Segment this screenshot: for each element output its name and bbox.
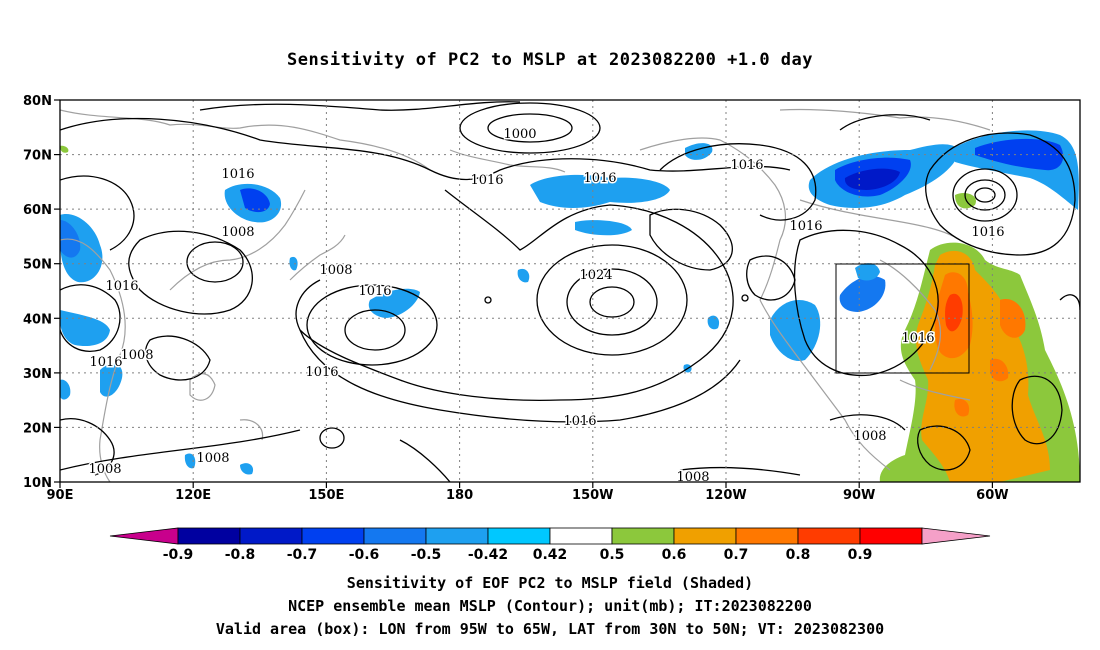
colorbar-tick-label: 0.5 (600, 547, 625, 563)
lat-tick-label: 30N (23, 367, 52, 382)
colorbar-tick-label: -0.8 (225, 547, 256, 563)
colorbar-max-arrow (921, 527, 991, 545)
colorbar-segment (301, 527, 365, 545)
colorbar-tick-label: 0.42 (533, 547, 568, 563)
lon-tick-label: 120W (705, 488, 746, 503)
colorbar-segment (425, 527, 489, 545)
contour-label: 1008 (853, 429, 886, 444)
lon-tick-label: 60W (976, 488, 1008, 503)
latitude-axis: 80N 70N 60N 50N 40N 30N 20N 10N (23, 94, 60, 491)
lat-tick-label: 10N (23, 476, 52, 491)
contour-label: 1016 (583, 171, 616, 186)
colorbar-segment (797, 527, 861, 545)
map-title: Sensitivity of PC2 to MSLP at 2023082200… (286, 50, 813, 70)
contour-label: 1016 (89, 355, 122, 370)
colorbar-tick-label: -0.42 (468, 547, 508, 563)
colorbar-segment (673, 527, 737, 545)
lat-tick-label: 20N (23, 421, 52, 436)
contour-label: 1016 (563, 414, 596, 429)
contour-label: 1008 (676, 470, 709, 485)
contour-label: 1008 (120, 348, 153, 363)
coastlines (60, 108, 991, 482)
colorbar-tick-label: -0.7 (287, 547, 318, 563)
caption-line-3: Valid area (box): LON from 95W to 65W, L… (215, 620, 885, 638)
colorbar-tick-label: 0.9 (848, 547, 873, 563)
mslp-contours (60, 101, 1080, 482)
colorbar: -0.9 -0.8 -0.7 -0.6 -0.5 -0.42 0.42 0.5 0.6 0.7 0.… (109, 527, 991, 563)
colorbar-segment (363, 527, 427, 545)
colorbar-tick-label: -0.9 (163, 547, 194, 563)
lat-tick-label: 50N (23, 258, 52, 273)
caption-line-1: Sensitivity of EOF PC2 to MSLP field (Sh… (346, 574, 754, 592)
contour-label: 1016 (470, 173, 503, 188)
colorbar-segment (735, 527, 799, 545)
lon-tick-label: 120E (175, 488, 211, 503)
contour-label: 1016 (305, 365, 338, 380)
lon-tick-label: 90E (47, 488, 74, 503)
lat-tick-label: 40N (23, 312, 52, 327)
valid-area-box (835, 263, 970, 374)
contour-label: 1016 (901, 331, 934, 346)
contour-label: 1008 (196, 451, 229, 466)
contour-label: 1016 (105, 279, 138, 294)
lon-tick-label: 150E (308, 488, 344, 503)
contour-label: 1000 (503, 127, 536, 142)
lat-tick-label: 60N (23, 203, 52, 218)
contour-label: 1008 (88, 462, 121, 477)
contour-label: 1016 (221, 167, 254, 182)
lon-tick-label: 90W (843, 488, 875, 503)
colorbar-min-arrow (109, 527, 179, 545)
map-frame (59, 99, 1081, 483)
colorbar-segment (239, 527, 303, 545)
colorbar-tick-label: -0.6 (349, 547, 380, 563)
colorbar-tick-label: 0.6 (662, 547, 687, 563)
colorbar-segment (549, 527, 613, 545)
colorbar-segment (177, 527, 241, 545)
lon-tick-label: 150W (572, 488, 613, 503)
colorbar-tick-label: -0.5 (411, 547, 442, 563)
contour-label: 1016 (358, 284, 391, 299)
lat-tick-label: 70N (23, 149, 52, 164)
caption-line-2: NCEP ensemble mean MSLP (Contour); unit(… (288, 597, 812, 615)
colorbar-tick-label: 0.7 (724, 547, 749, 563)
contour-label: 1016 (730, 158, 763, 173)
contour-label: 1016 (971, 225, 1004, 240)
contour-label: 1008 (319, 263, 352, 278)
colorbar-tick-label: 0.8 (786, 547, 811, 563)
contour-label: 1008 (221, 225, 254, 240)
longitude-axis: 90E 120E 150E 180 150W 120W 90W 60W (47, 482, 1009, 503)
lon-tick-label: 180 (446, 488, 473, 503)
contour-label: 1016 (789, 219, 822, 234)
colorbar-segment (859, 527, 923, 545)
colorbar-segment (487, 527, 551, 545)
lat-tick-label: 80N (23, 94, 52, 109)
sensitivity-positive-shading (60, 145, 1080, 482)
colorbar-segment (611, 527, 675, 545)
graticule (60, 100, 1080, 482)
contour-label: 1024 (579, 268, 612, 283)
